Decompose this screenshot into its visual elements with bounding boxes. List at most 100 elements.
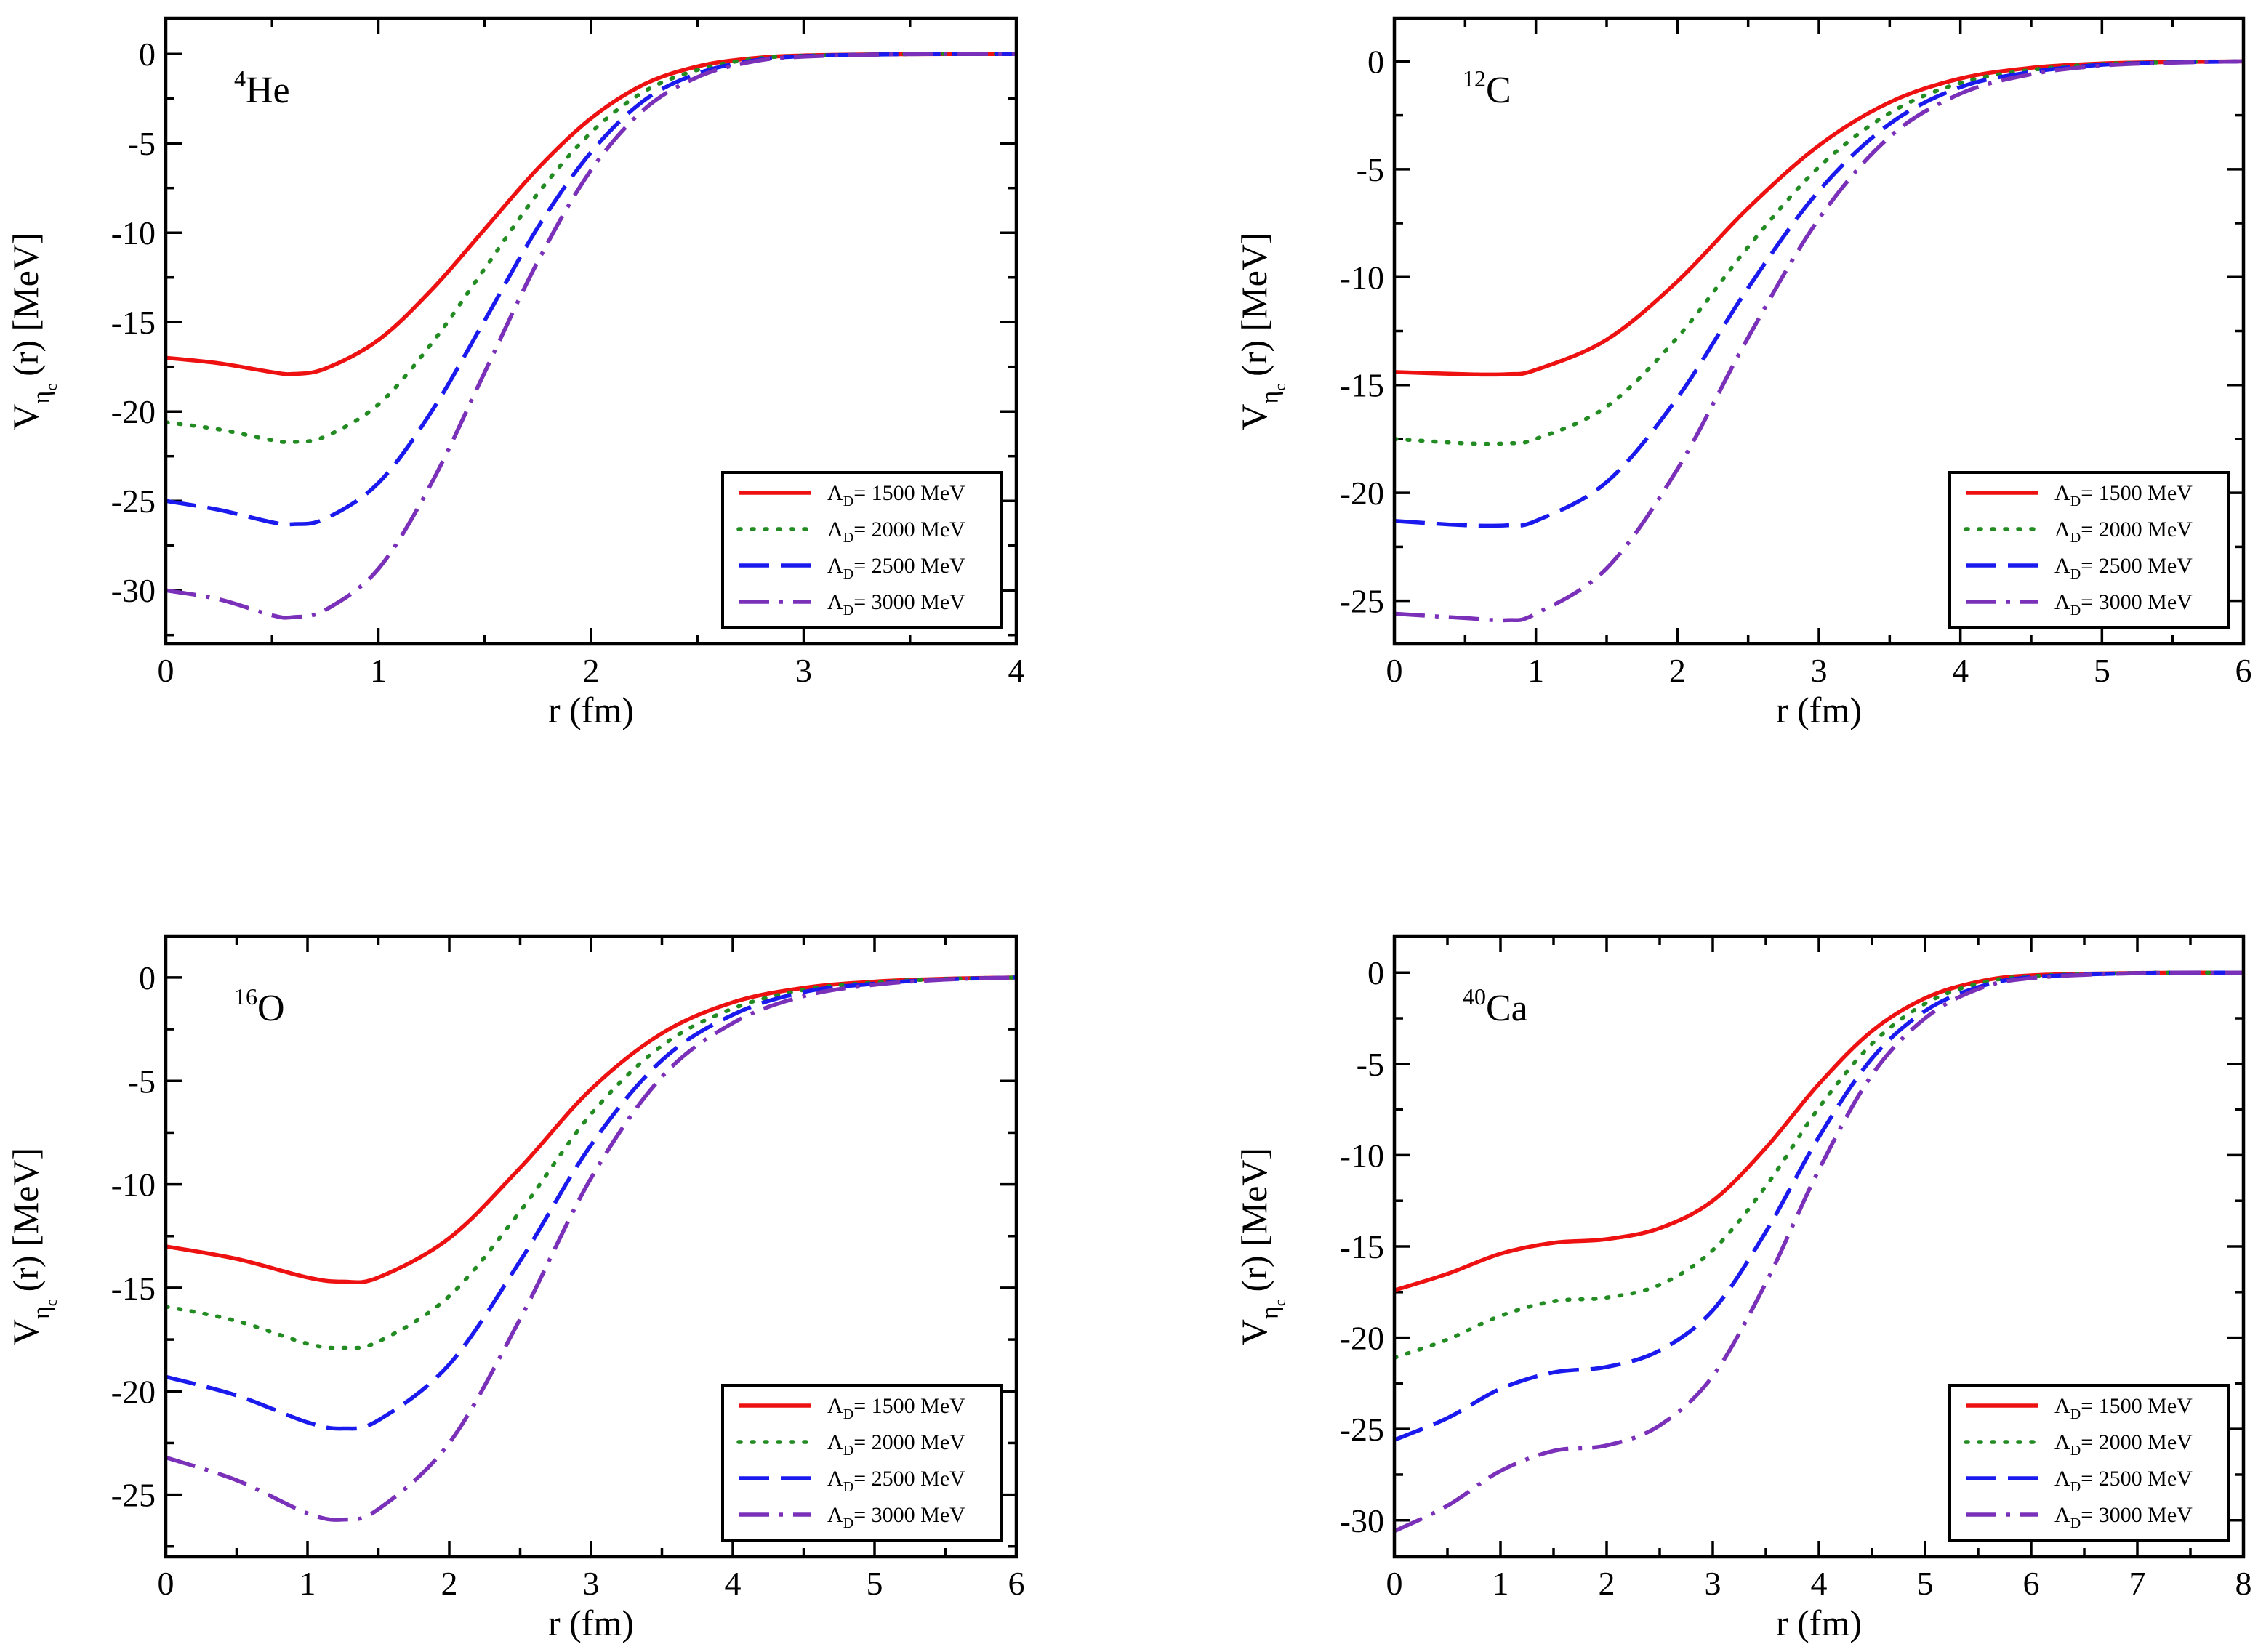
legend-value: = 3000 MeV (2081, 590, 2193, 614)
legend-symbol: Λ (827, 590, 843, 614)
series-group (1394, 970, 2243, 1534)
y-tick-label: -20 (111, 393, 156, 430)
legend-symbol: Λ (2054, 1430, 2070, 1454)
series-line-solid (166, 975, 1016, 1285)
x-tick-label: 2 (583, 652, 600, 689)
nucleus-label: 12C (1463, 65, 1511, 111)
x-tick-label: 3 (583, 1565, 600, 1602)
y-label-subsub: c (1271, 384, 1289, 391)
nucleus-element: Ca (1486, 988, 1528, 1029)
legend-subscript: D (843, 1406, 853, 1422)
y-label-subsub: c (1271, 1299, 1289, 1306)
y-axis-label: Vηc (r) [MeV] (1234, 1148, 1289, 1345)
legend-entry-text: ΛD= 2000 MeV (827, 517, 965, 546)
legend-subscript: D (2070, 603, 2081, 619)
legend-value: = 2000 MeV (2081, 517, 2193, 541)
legend-symbol: Λ (2054, 554, 2070, 578)
nucleus-element: O (257, 988, 285, 1029)
y-label-main: V (1234, 1319, 1274, 1345)
series-line-dotted (1394, 59, 2243, 446)
series-line-dashed (1394, 970, 2243, 1442)
y-label-main: V (1234, 403, 1274, 430)
x-tick-label: 0 (1386, 1565, 1403, 1602)
legend-entry-text: ΛD= 3000 MeV (2054, 1503, 2193, 1531)
nucleus-element: He (246, 70, 290, 111)
legend-entry-text: ΛD= 3000 MeV (2054, 590, 2193, 619)
series-line-solid (1394, 59, 2243, 377)
legend-symbol: Λ (2054, 1503, 2070, 1527)
x-axis-label: r (fm) (1776, 1603, 1862, 1643)
y-label-subsub: c (42, 1299, 60, 1306)
x-tick-label: 4 (1952, 652, 1969, 689)
legend-symbol: Λ (827, 554, 843, 578)
nucleus-mass-number: 12 (1463, 65, 1486, 92)
nucleus-element: C (1486, 70, 1511, 111)
series-group (166, 52, 1016, 620)
nucleus-label: 40Ca (1463, 983, 1528, 1029)
legend-value: = 2500 MeV (853, 1467, 965, 1491)
legend-entry-text: ΛD= 2000 MeV (827, 1430, 965, 1459)
legend-entry-text: ΛD= 1500 MeV (827, 1394, 965, 1422)
y-tick-label: -15 (111, 304, 156, 341)
y-tick-label: 0 (139, 36, 156, 73)
y-label-rest: (r) [MeV] (5, 1148, 46, 1292)
y-tick-label: -20 (111, 1373, 156, 1410)
x-tick-label: 5 (1917, 1565, 1934, 1602)
x-axis-label: r (fm) (1776, 690, 1862, 730)
x-tick-label: 5 (867, 1565, 883, 1602)
y-label-sub: η (1257, 1306, 1284, 1319)
y-axis-label: Vηc (r) [MeV] (5, 232, 60, 430)
legend-subscript: D (843, 530, 853, 546)
y-label-subsub: c (42, 384, 60, 391)
x-axis-label: r (fm) (548, 690, 634, 730)
legend-entry-text: ΛD= 3000 MeV (827, 1503, 965, 1531)
series-line-dotted (166, 975, 1016, 1350)
legend-value: = 3000 MeV (2081, 1503, 2193, 1527)
legend-value: = 1500 MeV (2081, 481, 2193, 505)
y-tick-label: -10 (1340, 259, 1384, 296)
legend-subscript: D (2070, 566, 2081, 582)
y-label-main: V (5, 403, 46, 430)
y-tick-label: -10 (111, 1167, 156, 1204)
x-tick-label: 1 (300, 1565, 316, 1602)
legend-value: = 3000 MeV (853, 1503, 965, 1527)
series-line-dashed (1394, 59, 2243, 528)
x-tick-label: 1 (1527, 652, 1544, 689)
y-tick-label: 0 (1367, 954, 1384, 991)
legend-subscript: D (843, 1479, 853, 1495)
legend-symbol: Λ (827, 1394, 843, 1418)
legend-entry-text: ΛD= 1500 MeV (827, 481, 965, 509)
nucleus-mass-number: 4 (234, 65, 246, 92)
legend-entry-text: ΛD= 2500 MeV (2054, 554, 2193, 582)
y-label-rest: (r) [MeV] (1234, 232, 1274, 376)
legend-entry-text: ΛD= 2500 MeV (827, 554, 965, 582)
plot-area (164, 16, 1018, 646)
y-tick-label: -25 (1340, 583, 1384, 620)
plot-area (1392, 934, 2246, 1559)
legend-subscript: D (2070, 1443, 2081, 1459)
legend-entry-text: ΛD= 1500 MeV (2054, 1394, 2193, 1422)
y-tick-label: -20 (1340, 1320, 1384, 1357)
legend-entry-text: ΛD= 2000 MeV (2054, 1430, 2193, 1459)
series-line-dashdot (1394, 59, 2243, 623)
chart-panel-ca: 0 1 2 3 4 5 6 7 8 0 -5 -10 -15 -20 -25 -30 40Ca r (fm) Vηc… (1234, 934, 2252, 1643)
legend-symbol: Λ (2054, 517, 2070, 541)
x-tick-label: 1 (1492, 1565, 1509, 1602)
x-tick-label: 0 (158, 652, 174, 689)
series-line-dashed (166, 975, 1016, 1431)
legend-value: = 2000 MeV (853, 1430, 965, 1454)
y-tick-label: -25 (111, 483, 156, 520)
x-tick-label: 2 (1599, 1565, 1615, 1602)
x-tick-label: 3 (1811, 652, 1828, 689)
legend-symbol: Λ (2054, 1467, 2070, 1491)
legend-symbol: Λ (827, 1467, 843, 1491)
series-line-dotted (166, 52, 1016, 445)
y-tick-label: -25 (1340, 1411, 1384, 1448)
nucleus-mass-number: 16 (234, 983, 257, 1010)
legend-symbol: Λ (827, 1503, 843, 1527)
x-tick-label: 1 (370, 652, 387, 689)
y-axis-label: Vηc (r) [MeV] (1234, 232, 1289, 430)
